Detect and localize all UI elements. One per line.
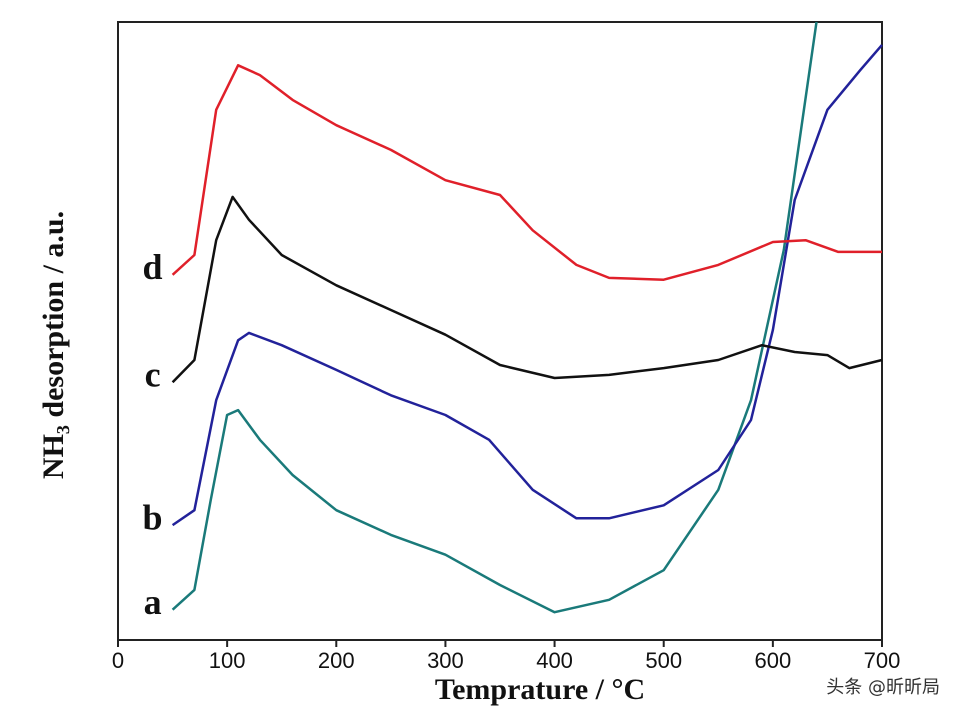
x-tick-label: 500 xyxy=(645,648,682,673)
line-series xyxy=(171,44,883,527)
line-series xyxy=(171,64,882,281)
x-axis-label: Temprature / °C xyxy=(435,673,645,706)
series-label: b xyxy=(143,497,163,537)
x-tick-label: 300 xyxy=(427,648,464,673)
watermark: 头条 @昕昕局 xyxy=(826,677,940,698)
line-series xyxy=(171,21,818,614)
x-tick-label: 400 xyxy=(536,648,573,673)
x-tick-label: 0 xyxy=(112,648,124,673)
x-tick-label: 700 xyxy=(864,648,901,673)
x-tick-label: 100 xyxy=(209,648,246,673)
plot-frame xyxy=(117,21,883,641)
series-label: d xyxy=(143,247,163,287)
line-series xyxy=(171,195,883,384)
y-axis-label: NH₃ desorption / a.u. xyxy=(37,211,70,479)
x-tick-label: 200 xyxy=(318,648,355,673)
series-label: c xyxy=(145,355,161,395)
series-label: a xyxy=(144,582,162,622)
x-tick-label: 600 xyxy=(754,648,791,673)
